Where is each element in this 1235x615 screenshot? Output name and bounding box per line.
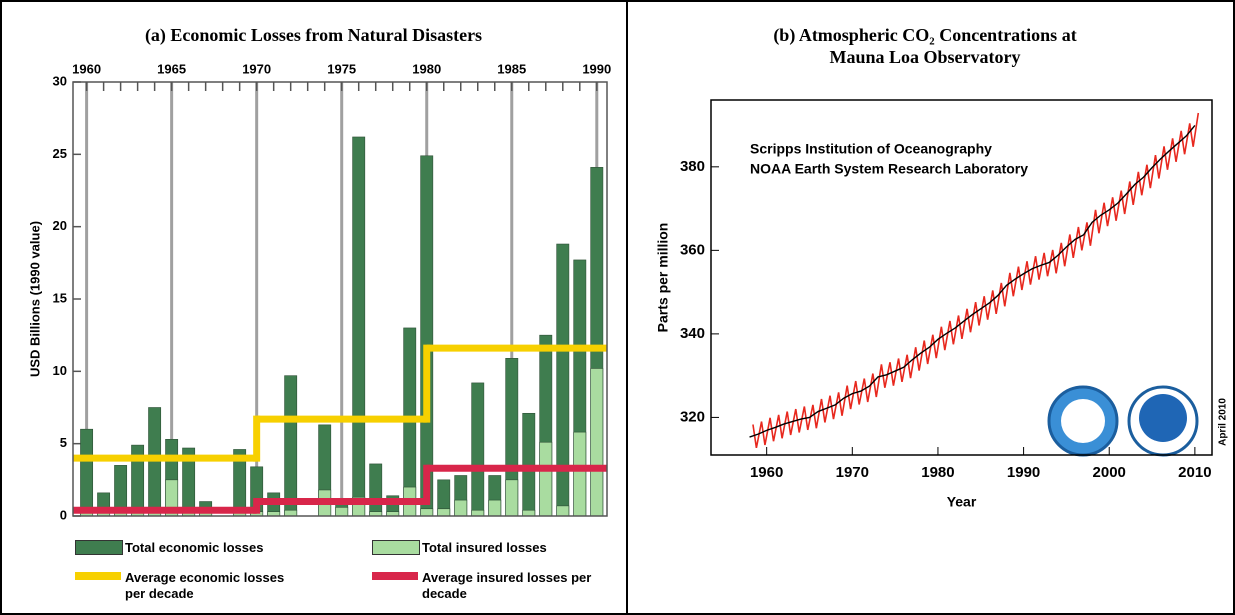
line-series: [752, 112, 1200, 449]
y-tick-label: 5: [60, 435, 67, 450]
bar: [284, 509, 298, 517]
y-axis-label: Parts per million: [655, 223, 671, 333]
bar: [471, 509, 485, 517]
x-tick-label: 2000: [1093, 464, 1126, 481]
x-axis-label: Year: [947, 494, 977, 510]
y-tick-label: 380: [680, 158, 705, 175]
legend-label: Total insured losses: [422, 540, 547, 555]
legend-swatch: [372, 572, 418, 580]
bar: [539, 441, 553, 517]
bar: [454, 499, 468, 517]
x-tick-label: 1980: [412, 61, 441, 76]
y-tick-label: 20: [53, 218, 67, 233]
x-tick-label: 1990: [1007, 464, 1040, 481]
bar: [369, 463, 383, 517]
y-tick-label: 320: [680, 408, 705, 425]
bar: [80, 428, 94, 517]
legend-label: Average economic losses per decade: [125, 570, 285, 601]
bar: [556, 505, 570, 517]
x-tick-label: 1970: [836, 464, 869, 481]
x-tick-label: 1970: [242, 61, 271, 76]
x-tick-label: 1980: [921, 464, 954, 481]
legend-swatch: [75, 572, 121, 580]
plot-frame: [710, 99, 1213, 456]
y-tick-label: 360: [680, 241, 705, 258]
bar: [590, 368, 604, 517]
noaa-logos: [1047, 385, 1199, 457]
logo-inner: [1061, 399, 1105, 443]
bar: [335, 507, 349, 517]
legend-swatch: [372, 540, 420, 555]
x-tick-label: 1960: [72, 61, 101, 76]
legend-swatch: [75, 540, 123, 555]
y-axis-label: USD Billions (1990 value): [27, 221, 42, 377]
x-tick-label: 1960: [750, 464, 783, 481]
bar: [437, 508, 451, 517]
line-series: [749, 125, 1196, 438]
bar: [522, 412, 536, 517]
chart-title: (a) Economic Losses from Natural Disaste…: [144, 25, 483, 45]
annotation: April 2010: [1218, 398, 1229, 446]
bar: [471, 382, 485, 517]
y-tick-label: 340: [680, 325, 705, 342]
x-tick-label: 2010: [1178, 464, 1211, 481]
y-tick-label: 15: [53, 290, 67, 305]
annotation: Scripps Institution of Oceanography: [750, 141, 992, 157]
bar: [284, 375, 298, 517]
legend-label: Total economic losses: [125, 540, 264, 555]
bar: [556, 243, 570, 517]
y-tick-label: 25: [53, 146, 67, 161]
y-tick-label: 10: [53, 363, 67, 378]
bar: [148, 407, 162, 517]
logo-inner: [1139, 394, 1187, 442]
y-tick-label: 30: [53, 73, 67, 88]
legend-label: Average insured losses per decade: [422, 570, 592, 601]
x-tick-label: 1965: [157, 61, 186, 76]
bar: [488, 499, 502, 517]
annotation: NOAA Earth System Research Laboratory: [750, 161, 1028, 177]
x-tick-label: 1975: [327, 61, 356, 76]
bar: [522, 509, 536, 517]
x-tick-label: 1985: [497, 61, 526, 76]
y-tick-label: 0: [60, 507, 67, 522]
plot-frame: [72, 81, 608, 517]
bar: [420, 508, 434, 517]
bar: [573, 431, 587, 517]
x-tick-label: 1990: [582, 61, 611, 76]
bar: [420, 155, 434, 517]
bar: [505, 479, 519, 517]
chart-title: (b) Atmospheric CO₂ Concentrations at Ma…: [773, 25, 1077, 67]
bar: [352, 136, 366, 517]
